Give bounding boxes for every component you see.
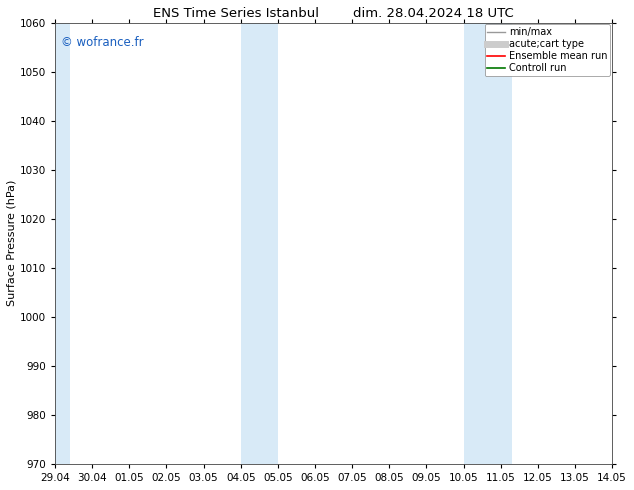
Bar [51,23,70,464]
Y-axis label: Surface Pressure (hPa): Surface Pressure (hPa) [7,180,17,306]
Text: © wofrance.fr: © wofrance.fr [61,36,143,49]
Bar [241,23,278,464]
Bar [463,23,512,464]
Legend: min/max, acute;cart type, Ensemble mean run, Controll run: min/max, acute;cart type, Ensemble mean … [484,24,611,76]
Title: ENS Time Series Istanbul        dim. 28.04.2024 18 UTC: ENS Time Series Istanbul dim. 28.04.2024… [153,7,514,20]
